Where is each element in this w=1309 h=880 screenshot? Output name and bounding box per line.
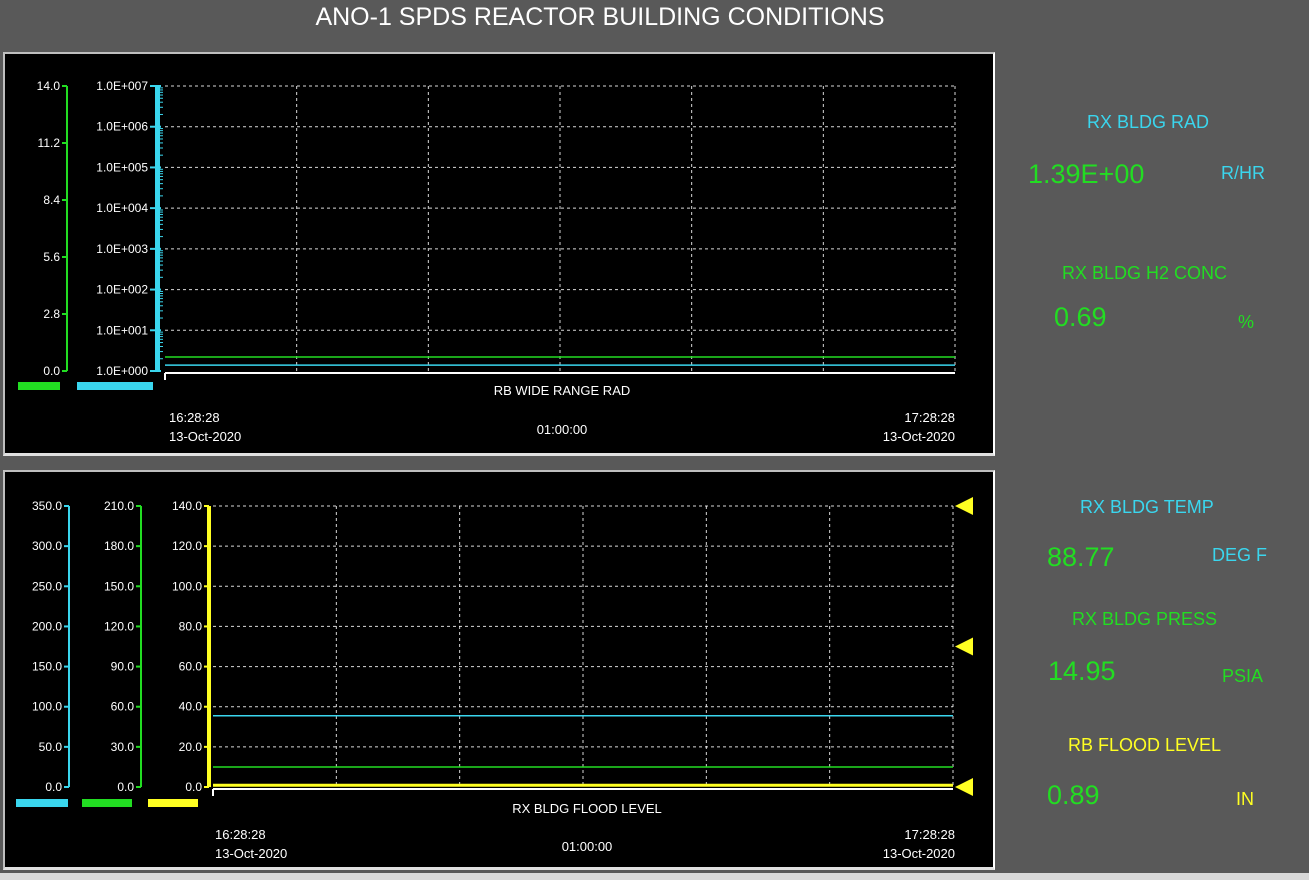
flood-axis-2-tick-label: 30.0 [111,740,135,754]
rad-log-tick-label: 1.0E+004 [96,201,148,215]
rad-log-tick-label: 1.0E+003 [96,242,148,256]
rad-label: RX BLDG RAD [1087,112,1210,132]
flood-date-start: 13-Oct-2020 [215,846,287,861]
rad-time-start: 16:28:28 [169,410,220,425]
flood-axis-2-tick-label: 210.0 [104,499,134,513]
status-strip [0,873,1309,880]
flood-axis-3-tick-label: 40.0 [179,700,203,714]
rad-unit: R/HR [1221,163,1265,183]
page-title: ANO-1 SPDS REACTOR BUILDING CONDITIONS [315,3,885,31]
flood-axis-1-tick-label: 250.0 [32,579,62,593]
flood-time-start: 16:28:28 [215,827,266,842]
h2-value: 0.69 [1054,302,1107,332]
flood-time-span: 01:00:00 [562,839,613,854]
rad-trend-name: RB WIDE RANGE RAD [494,383,631,398]
flood-unit: IN [1236,789,1254,809]
flood-axis-3-tick-label: 0.0 [185,780,202,794]
rad-linear-tick-label: 2.8 [43,307,60,321]
press-unit: PSIA [1222,666,1264,686]
flood-axis-2-tick-label: 120.0 [104,619,134,633]
flood-axis-1-tick-label: 200.0 [32,619,62,633]
flood-axis-3-series-swatch [148,799,198,807]
flood-time-end: 17:28:28 [904,827,955,842]
flood-axis-1-tick-label: 0.0 [45,780,62,794]
rad-linear-tick-label: 5.6 [43,250,60,264]
rad-linear-tick-label: 0.0 [43,364,60,378]
flood-axis-2-tick-label: 0.0 [117,780,134,794]
rad-trend-chart: RB WIDE RANGE RAD 16:28:28 13-Oct-2020 0… [18,79,956,444]
rad-linear-tick-label: 14.0 [37,79,61,93]
rad-log-tick-label: 1.0E+001 [96,323,148,337]
rad-log-tick-label: 1.0E+000 [96,364,148,378]
press-value: 14.95 [1048,656,1116,686]
flood-axis-2-series-swatch [82,799,132,807]
flood-axis-3-tick-label: 140.0 [172,499,202,513]
rad-linear-series-swatch [18,382,60,390]
rad-linear-tick-label: 8.4 [43,193,60,207]
flood-limit-marker [955,497,973,515]
flood-axis-3-tick-label: 20.0 [179,740,203,754]
rad-time-span: 01:00:00 [537,422,588,437]
flood-trend-panel: RX BLDG FLOOD LEVEL 16:28:28 13-Oct-2020… [3,470,995,870]
rad-log-tick-label: 1.0E+006 [96,120,148,134]
rad-log-series-swatch [77,382,153,390]
temp-label: RX BLDG TEMP [1080,497,1214,517]
flood-axis-2-tick-label: 60.0 [111,700,135,714]
flood-date-end: 13-Oct-2020 [883,846,955,861]
rad-time-end: 17:28:28 [904,410,955,425]
h2-label: RX BLDG H2 CONC [1062,263,1228,283]
flood-axis-1-tick-label: 300.0 [32,539,62,553]
flood-value: 0.89 [1047,780,1100,810]
flood-label: RB FLOOD LEVEL [1068,735,1222,755]
flood-axis-1-tick-label: 150.0 [32,660,62,674]
rad-log-tick-label: 1.0E+007 [96,79,148,93]
rad-log-tick-label: 1.0E+002 [96,283,148,297]
flood-axis-2-tick-label: 180.0 [104,539,134,553]
rad-log-axis [155,86,160,371]
flood-axis-1-tick-label: 50.0 [39,740,63,754]
flood-limit-marker [955,637,973,656]
rad-log-tick-label: 1.0E+005 [96,160,148,174]
flood-trend-chart: RX BLDG FLOOD LEVEL 16:28:28 13-Oct-2020… [16,497,973,861]
flood-axis-3-tick-label: 100.0 [172,579,202,593]
flood-trend-name: RX BLDG FLOOD LEVEL [512,801,662,816]
flood-axis-3-tick-label: 80.0 [179,619,203,633]
rad-linear-tick-label: 11.2 [38,136,61,150]
flood-axis-3-tick-label: 120.0 [172,539,202,553]
press-label: RX BLDG PRESS [1072,609,1218,629]
temp-unit: DEG F [1212,545,1268,565]
h2-unit: % [1238,312,1255,332]
flood-axis-2-tick-label: 90.0 [111,660,135,674]
rad-trend-panel: RB WIDE RANGE RAD 16:28:28 13-Oct-2020 0… [3,52,995,456]
flood-axis-2-tick-label: 150.0 [104,579,134,593]
flood-axis-1-tick-label: 100.0 [32,700,62,714]
flood-limit-marker [955,778,973,796]
temp-value: 88.77 [1047,542,1115,572]
rad-value: 1.39E+00 [1028,159,1145,189]
rad-date-start: 13-Oct-2020 [169,429,241,444]
flood-axis-1-tick-label: 350.0 [32,499,62,513]
flood-axis-3-tick-label: 60.0 [179,660,203,674]
rad-date-end: 13-Oct-2020 [883,429,955,444]
flood-axis-1-series-swatch [16,799,68,807]
